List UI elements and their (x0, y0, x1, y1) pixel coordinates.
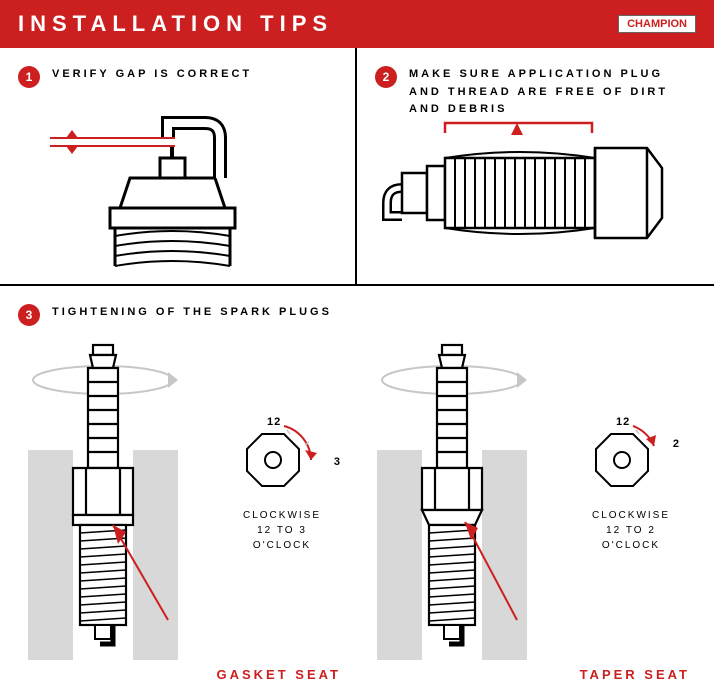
gap-diagram-icon (20, 98, 320, 268)
step-header: 2 MAKE SURE APPLICATION PLUG AND THREAD … (375, 66, 696, 119)
dial-gasket: 12 3 CLOCKWISE 12 TO 3 O'C (227, 420, 337, 553)
page-title: INSTALLATION TIPS (18, 11, 333, 37)
dial-caption: CLOCKWISE 12 TO 2 O'CLOCK (576, 508, 686, 553)
dial-caption-line: 12 TO 3 O'CLOCK (227, 523, 337, 553)
step-number-badge: 1 (18, 66, 40, 88)
top-section: 1 VERIFY GAP IS CORRECT (0, 48, 714, 286)
dial-top-number: 12 (616, 416, 630, 428)
seat-type-label: TAPER SEAT (580, 667, 690, 682)
dial-top-number: 12 (267, 416, 281, 428)
step-header: 3 TIGHTENING OF THE SPARK PLUGS (18, 304, 696, 326)
step-text: MAKE SURE APPLICATION PLUG AND THREAD AR… (409, 66, 696, 119)
header-bar: INSTALLATION TIPS CHAMPION (0, 0, 714, 48)
step-number-badge: 3 (18, 304, 40, 326)
panel-step-3: 3 TIGHTENING OF THE SPARK PLUGS (0, 286, 714, 700)
tightening-row: 12 3 CLOCKWISE 12 TO 3 O'C (18, 340, 696, 680)
step-header: 1 VERIFY GAP IS CORRECT (18, 66, 337, 88)
panel-step-2: 2 MAKE SURE APPLICATION PLUG AND THREAD … (357, 48, 714, 284)
taper-seat-unit: 12 2 CLOCKWISE 12 TO 2 O'CLOCK (367, 340, 696, 680)
spark-plug-taper-icon (367, 340, 567, 660)
octagon-dial-icon (576, 420, 676, 500)
dial-side-number: 3 (334, 456, 341, 468)
panel-step-1: 1 VERIFY GAP IS CORRECT (0, 48, 357, 284)
seat-type-label: GASKET SEAT (217, 667, 342, 682)
step-text: TIGHTENING OF THE SPARK PLUGS (52, 304, 332, 322)
brand-logo: CHAMPION (618, 15, 696, 33)
dial-taper: 12 2 CLOCKWISE 12 TO 2 O'CLOCK (576, 420, 686, 553)
step-number-badge: 2 (375, 66, 397, 88)
dial-caption-line: CLOCKWISE (227, 508, 337, 523)
gasket-seat-unit: 12 3 CLOCKWISE 12 TO 3 O'C (18, 340, 347, 680)
dial-caption-line: 12 TO 2 O'CLOCK (576, 523, 686, 553)
step-text: VERIFY GAP IS CORRECT (52, 66, 252, 84)
spark-plug-gasket-icon (18, 340, 218, 660)
thread-diagram-icon (367, 118, 677, 258)
dial-caption: CLOCKWISE 12 TO 3 O'CLOCK (227, 508, 337, 553)
dial-caption-line: CLOCKWISE (576, 508, 686, 523)
dial-side-number: 2 (673, 438, 680, 450)
octagon-dial-icon (227, 420, 327, 500)
